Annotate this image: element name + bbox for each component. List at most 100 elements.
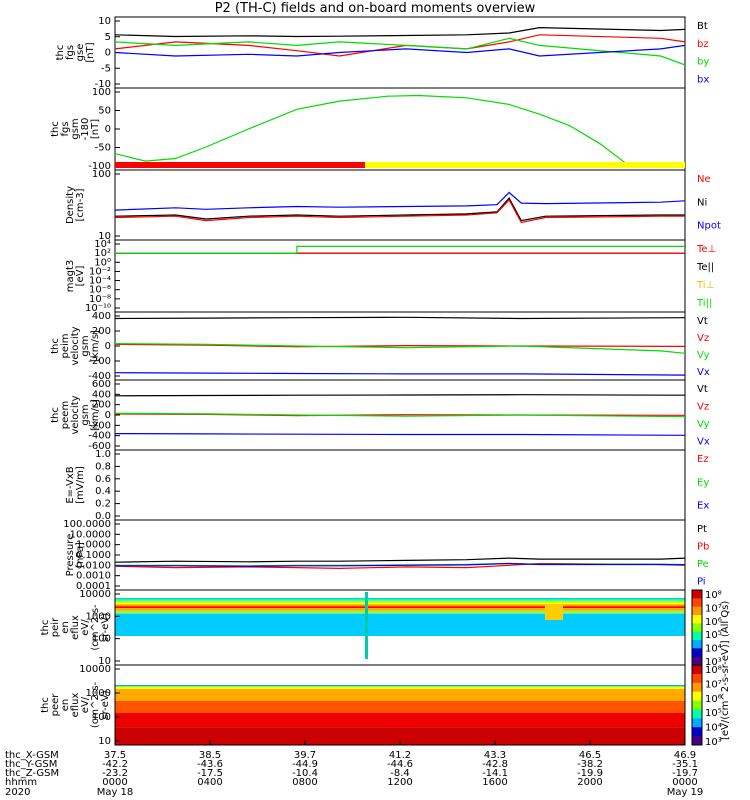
y-axis-label: [km/s]	[90, 399, 101, 431]
colorbar-tick: 10⁶	[705, 617, 722, 628]
y-axis-label: thc	[40, 620, 51, 636]
y-tick-label: -200	[88, 420, 111, 431]
y-axis-label: peem	[60, 401, 71, 429]
colorbar-tick: 10³	[705, 657, 722, 668]
panel-frame	[114, 449, 686, 521]
y-tick-label: 10	[98, 16, 111, 27]
y-tick-label: -50	[95, 143, 111, 154]
mode-bar-slow	[115, 162, 365, 168]
footer-value: 46.5	[579, 750, 601, 761]
footer-row-label: thc_X-GSM	[5, 750, 59, 761]
y-axis-label: [cm-3]	[75, 188, 86, 221]
spectrogram-band	[115, 602, 685, 605]
footer-value: 1200	[387, 777, 412, 788]
y-tick-label: 0.4	[95, 486, 111, 497]
footer-value: 0800	[292, 777, 317, 788]
colorbar-segment	[692, 665, 702, 675]
spectrogram-band	[115, 685, 685, 686]
y-tick-label: 0.0001	[76, 581, 111, 592]
y-axis-label: magt3	[65, 260, 76, 293]
colorbar-tick: 10⁷	[705, 603, 722, 614]
series-line-Vy	[114, 343, 686, 354]
spectrogram-feature	[545, 604, 563, 620]
y-axis-label: thc	[50, 338, 61, 354]
legend-entry: Ex	[697, 501, 709, 512]
legend-entry: Vy	[697, 419, 710, 430]
spectrogram-band	[115, 689, 685, 701]
y-tick-label: 200	[92, 326, 111, 337]
series-line-Bt	[114, 26, 686, 38]
legend-entry: Ti||	[696, 298, 712, 309]
y-tick-label: -400	[88, 431, 111, 442]
series-line-bx	[114, 44, 686, 57]
legend-entry: Ni	[697, 197, 707, 208]
y-axis-label: en	[60, 621, 71, 634]
y-tick-label: 0	[105, 48, 111, 59]
y-axis-label: fgs	[65, 45, 76, 60]
legend-entry: Vz	[697, 402, 709, 413]
legend-entry: bx	[697, 74, 709, 85]
y-axis-label: sr-eV)	[100, 690, 111, 719]
colorbar-tick: 10⁵	[705, 630, 722, 641]
legend-entry: Ti⊥	[696, 280, 714, 291]
series-line-Vt	[114, 394, 686, 397]
series-line-trace	[114, 94, 631, 168]
y-tick-label: -200	[88, 356, 111, 367]
footer-date-left: May 18	[97, 787, 134, 798]
y-tick-label: 100	[92, 87, 111, 98]
y-tick-label: 400	[92, 311, 111, 322]
footer-value: -44.9	[292, 759, 318, 770]
colorbar-frame	[691, 664, 703, 746]
y-tick-label: -5	[101, 63, 111, 74]
y-axis-label: thc	[50, 121, 61, 137]
colorbar-tick: 10⁴	[705, 723, 722, 734]
legend-entry: Pt	[697, 524, 707, 535]
y-tick-label: 0	[105, 124, 111, 135]
colorbar-segment	[692, 736, 702, 746]
colorbar-segment	[692, 623, 702, 633]
y-tick-label: 1.0000	[76, 540, 111, 551]
y-axis-label: velocity	[70, 395, 81, 434]
legend-entry: Vx	[697, 437, 710, 448]
spectrogram-band	[115, 598, 685, 599]
legend-entry: Ez	[697, 454, 709, 465]
legend-entry: Vt	[697, 384, 708, 395]
y-axis-label: Density	[65, 186, 76, 224]
legend-entry: Vz	[697, 333, 709, 344]
y-tick-label: 10⁻⁴	[89, 276, 111, 287]
y-axis-label: peer	[50, 693, 61, 717]
y-axis-label: thc	[40, 697, 51, 713]
legend-entry: Ne	[697, 174, 711, 185]
y-axis-label: eV/	[80, 619, 91, 636]
y-axis-label: eflux	[70, 615, 81, 640]
y-tick-label: 10000	[79, 664, 111, 675]
colorbar-segment	[692, 648, 702, 658]
footer-value: -14.1	[482, 768, 508, 779]
footer-row-label: thc_Y-GSM	[5, 759, 57, 770]
y-tick-label: 50	[98, 106, 111, 117]
legend-entry: Vy	[697, 350, 710, 361]
y-tick-label: 10²	[94, 248, 111, 259]
footer-value: 38.5	[199, 750, 221, 761]
footer-value: -10.4	[292, 768, 318, 779]
colorbar-segment	[692, 631, 702, 641]
y-tick-label: -100	[88, 161, 111, 172]
y-tick-label: 10.0000	[70, 529, 111, 540]
footer-row-label: hhmm	[5, 777, 37, 788]
footer-value: 46.9	[674, 750, 696, 761]
colorbar-segment	[692, 700, 702, 710]
y-axis-label: fgs	[60, 121, 71, 136]
y-axis-label: eflux	[70, 693, 81, 718]
footer-row-label: thc_Z-GSM	[5, 768, 59, 779]
y-tick-label: 10⁴	[94, 239, 111, 250]
footer-value: -42.8	[482, 759, 508, 770]
spectrogram-band	[115, 610, 685, 614]
footer-date-right: May 19	[667, 787, 704, 798]
colorbar-segment	[692, 718, 702, 728]
footer-value: 0400	[197, 777, 222, 788]
y-axis-label: [eV]	[75, 266, 86, 287]
footer-value: -43.6	[197, 759, 223, 770]
y-axis-label: sr-eV)	[100, 613, 111, 642]
panel-frame	[114, 519, 686, 591]
y-tick-label: 200	[92, 400, 111, 411]
